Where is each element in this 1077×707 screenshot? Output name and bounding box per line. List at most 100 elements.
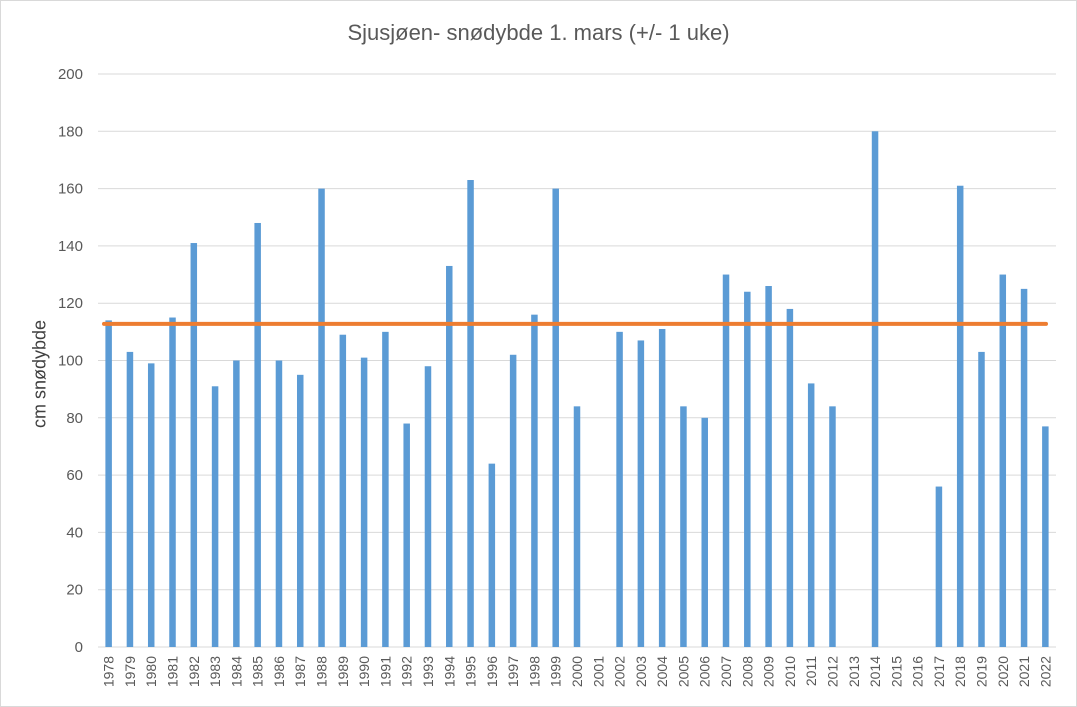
bar-2011 xyxy=(807,383,815,647)
y-tick-label: 0 xyxy=(75,639,83,656)
x-tick-label: 2022 xyxy=(1037,656,1053,687)
x-tick-label: 2011 xyxy=(803,656,819,686)
x-tick-label: 1986 xyxy=(271,656,287,687)
x-tick-label: 1996 xyxy=(484,656,500,687)
x-tick-label: 2008 xyxy=(739,656,755,687)
bar-2002 xyxy=(616,331,623,647)
x-tick-label: 1988 xyxy=(314,656,330,687)
bar-1988 xyxy=(318,188,325,647)
bar-1986 xyxy=(275,360,283,647)
x-tick-label: 2001 xyxy=(590,656,606,687)
x-tick-label: 2012 xyxy=(824,656,840,687)
x-tick-label: 2003 xyxy=(633,656,649,687)
x-tick-label: 1978 xyxy=(101,656,117,687)
x-tick-label: 1993 xyxy=(420,656,436,687)
bar-2007 xyxy=(722,274,730,647)
y-tick-label: 20 xyxy=(66,582,83,599)
x-tick-label: 2021 xyxy=(1016,656,1032,687)
bar-1985 xyxy=(254,222,261,648)
bar-2010 xyxy=(786,308,794,647)
y-tick-label: 60 xyxy=(66,467,83,484)
x-tick-label: 2010 xyxy=(782,656,798,687)
x-tick-label: 2017 xyxy=(931,656,947,687)
bars xyxy=(105,131,1049,648)
y-tick-label: 200 xyxy=(58,66,83,83)
y-axis-ticks: 0 20 40 60 80 100 120 140 160 180 200 xyxy=(58,66,83,656)
x-tick-label: 1979 xyxy=(122,656,138,687)
bar-1992 xyxy=(403,423,410,647)
x-tick-label: 1994 xyxy=(441,656,457,687)
y-tick-label: 80 xyxy=(66,410,83,427)
x-tick-label: 1989 xyxy=(335,656,351,687)
x-tick-label: 2009 xyxy=(761,656,777,687)
bar-2018 xyxy=(956,185,964,648)
x-tick-label: 1999 xyxy=(548,656,564,687)
x-tick-label: 1992 xyxy=(399,656,415,687)
bar-1983 xyxy=(211,386,219,647)
bar-2006 xyxy=(701,417,708,647)
x-tick-label: 1991 xyxy=(377,656,393,687)
bar-2021 xyxy=(1020,288,1028,647)
x-tick-label: 2007 xyxy=(718,656,734,687)
x-tick-label: 2015 xyxy=(888,656,904,687)
x-tick-label: 1990 xyxy=(356,656,372,687)
bar-1978 xyxy=(105,320,112,647)
bar-1991 xyxy=(382,331,389,647)
x-tick-label: 1985 xyxy=(250,656,266,687)
x-tick-label: 2013 xyxy=(846,656,862,687)
x-tick-label: 1998 xyxy=(526,656,542,687)
y-tick-label: 40 xyxy=(66,524,83,541)
bar-2017 xyxy=(935,486,943,647)
bar-2000 xyxy=(573,406,581,647)
bar-1990 xyxy=(360,357,368,647)
bar-2020 xyxy=(999,274,1007,647)
x-tick-label: 2006 xyxy=(697,656,713,687)
x-tick-label: 1997 xyxy=(505,656,521,687)
y-tick-label: 140 xyxy=(58,238,83,255)
x-tick-label: 1981 xyxy=(165,656,181,687)
y-tick-label: 180 xyxy=(58,123,83,140)
bar-2004 xyxy=(658,328,666,647)
bar-2022 xyxy=(1042,426,1049,647)
bar-1984 xyxy=(233,360,240,647)
bar-2012 xyxy=(829,406,836,647)
bar-1997 xyxy=(509,354,517,647)
x-tick-label: 2019 xyxy=(973,656,989,687)
x-tick-label: 2020 xyxy=(995,656,1011,687)
bar-1981 xyxy=(169,317,176,647)
bar-1993 xyxy=(424,366,432,647)
bar-1996 xyxy=(488,463,496,647)
x-axis-ticks: 1978 1979 1980 1981 1982 1983 1984 1985 1986 1987… xyxy=(101,656,1054,687)
bar-1982 xyxy=(190,243,198,647)
x-tick-label: 2000 xyxy=(569,656,585,687)
x-tick-label: 1984 xyxy=(228,656,244,687)
chart-title: Sjusjøen- snødybde 1. mars (+/- 1 uke) xyxy=(347,20,730,45)
bar-2008 xyxy=(744,291,751,647)
bar-1998 xyxy=(531,314,538,647)
x-tick-label: 2018 xyxy=(952,656,968,687)
bar-1995 xyxy=(467,180,474,647)
bar-2005 xyxy=(680,406,687,647)
x-tick-label: 2002 xyxy=(612,656,628,687)
x-tick-label: 2004 xyxy=(654,656,670,687)
x-tick-label: 1995 xyxy=(463,656,479,687)
bar-1987 xyxy=(296,374,304,647)
x-tick-label: 1982 xyxy=(186,656,202,687)
y-tick-label: 100 xyxy=(58,353,83,370)
x-tick-label: 2005 xyxy=(675,656,691,687)
bar-1989 xyxy=(339,334,347,647)
bar-2019 xyxy=(978,351,985,647)
bar-1999 xyxy=(552,188,559,647)
y-tick-label: 160 xyxy=(58,181,83,198)
x-tick-label: 1980 xyxy=(143,656,159,687)
y-tick-label: 120 xyxy=(58,295,83,312)
bar-2003 xyxy=(637,340,645,647)
x-tick-label: 2016 xyxy=(910,656,926,687)
x-tick-label: 1983 xyxy=(207,656,223,687)
bar-1979 xyxy=(126,351,134,647)
bar-1980 xyxy=(147,363,155,647)
bar-2014 xyxy=(871,131,879,648)
bar-2009 xyxy=(765,286,772,647)
